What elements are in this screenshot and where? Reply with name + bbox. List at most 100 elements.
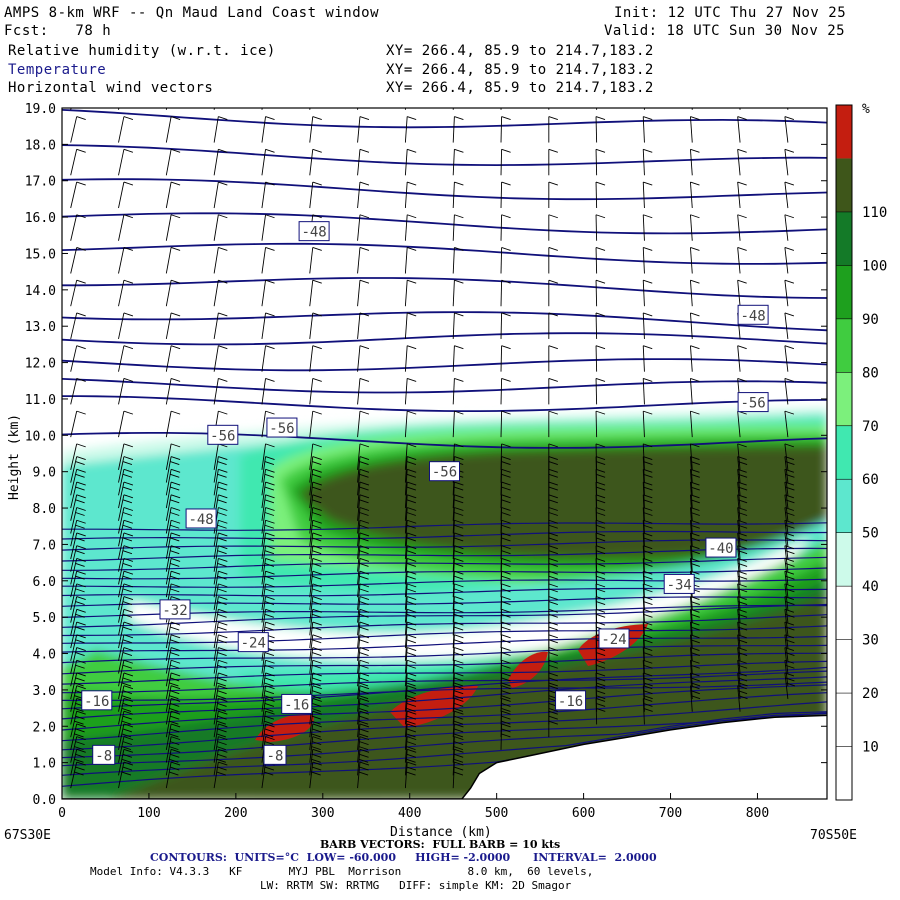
wind-barb [261, 596, 275, 623]
wind-barb [165, 456, 181, 483]
temperature-contour-line [62, 556, 827, 571]
terrain-white [62, 714, 827, 799]
wind-barb [165, 698, 181, 725]
wind-barb [357, 377, 370, 405]
wind-barb [452, 214, 464, 241]
wind-barb [404, 621, 417, 649]
wind-barb [70, 748, 86, 776]
wind-barb [500, 312, 511, 339]
wind-barb [213, 647, 228, 674]
contour-label: -48 [298, 221, 330, 242]
wind-barb [737, 116, 747, 143]
wind-barb [213, 456, 228, 483]
wind-barb [643, 108, 645, 110]
wind-barb [595, 148, 606, 176]
wind-barb [213, 481, 228, 509]
contour-label: -34 [663, 573, 695, 594]
wind-barb [261, 672, 275, 700]
wind-barb [548, 410, 558, 438]
wind-barb [118, 685, 134, 712]
wind-barb [213, 468, 228, 496]
y-tick-label: 18.0 [25, 138, 56, 153]
wind-barb [261, 557, 275, 585]
wind-barb [213, 345, 228, 372]
chart-title: AMPS 8-km WRF -- Qn Maud Land Coast wind… [4, 5, 380, 21]
wind-barb [548, 312, 558, 339]
wind-barb [165, 279, 181, 307]
wind-barb [642, 456, 653, 483]
wind-barb [309, 481, 322, 509]
wind-barb [165, 312, 181, 340]
wind-barb [261, 312, 275, 340]
temperature-contour-line [62, 378, 827, 394]
x-tick-label: 700 [659, 806, 682, 821]
wind-barbs [70, 108, 796, 789]
wind-barb [595, 345, 606, 372]
wind-barb [690, 181, 700, 209]
svg-text:-16: -16 [558, 694, 583, 710]
wind-barb [452, 723, 464, 750]
wind-barb [404, 557, 417, 585]
wind-barb [309, 410, 322, 438]
wind-barb [213, 736, 228, 763]
field-3-name: Horizontal wind vectors [8, 80, 214, 96]
wind-barb [404, 583, 417, 610]
wind-barb [595, 312, 606, 339]
temperature-contour-line [62, 567, 827, 580]
wind-barb [690, 312, 700, 339]
wind-barb [70, 247, 86, 274]
wind-barb [309, 456, 322, 483]
wind-barb [309, 621, 322, 649]
wind-barb [452, 621, 464, 649]
wind-barb [642, 279, 653, 307]
wind-barb [261, 519, 275, 547]
wind-barb [118, 108, 120, 110]
wind-barb [70, 108, 72, 110]
wind-barb [357, 647, 370, 674]
wind-barb [165, 748, 181, 776]
wind-barb [118, 312, 134, 340]
wind-barb [500, 148, 511, 176]
wind-barb [357, 214, 370, 241]
wind-barb [404, 456, 417, 483]
svg-text:-16: -16 [84, 694, 109, 710]
wind-barb [261, 494, 275, 521]
temperature-contour-line [62, 358, 827, 372]
wind-barb [357, 634, 370, 661]
wind-barb [357, 621, 370, 649]
wind-barb [500, 214, 511, 241]
wind-barb [548, 279, 558, 307]
wind-barb [784, 312, 795, 339]
wind-barb [357, 545, 370, 572]
wind-barb [165, 659, 181, 687]
wind-barb [357, 659, 370, 687]
wind-barb [70, 647, 86, 674]
wind-barb [642, 443, 653, 470]
wind-barb [404, 148, 417, 176]
x-tick-label: 400 [398, 806, 421, 821]
wind-barb [309, 519, 322, 547]
wind-barb [165, 736, 181, 763]
wind-barb [357, 443, 370, 470]
wind-barb [118, 748, 134, 776]
wind-barb [500, 116, 511, 143]
wind-barb [357, 507, 370, 534]
wind-barb [452, 659, 464, 687]
colorbar: 10 20 30 40 50 60 70 80 90 100 110 [835, 104, 887, 801]
wind-barb [213, 710, 228, 738]
wind-barb [452, 761, 464, 789]
wind-barb [784, 377, 795, 405]
wind-barb [213, 377, 228, 405]
wind-barb [404, 723, 417, 750]
temperature-contour-line [62, 144, 827, 167]
contour-label: -56 [429, 461, 460, 482]
wind-barb [404, 647, 417, 674]
temperature-contour-line [62, 395, 827, 412]
wind-barb [500, 279, 511, 307]
wind-barb [404, 279, 417, 307]
wind-barb [118, 761, 134, 789]
wind-barb [690, 456, 700, 483]
y-tick-label: 7.0 [33, 538, 56, 553]
y-tick-label: 1.0 [33, 757, 56, 772]
wind-barb [213, 545, 228, 572]
